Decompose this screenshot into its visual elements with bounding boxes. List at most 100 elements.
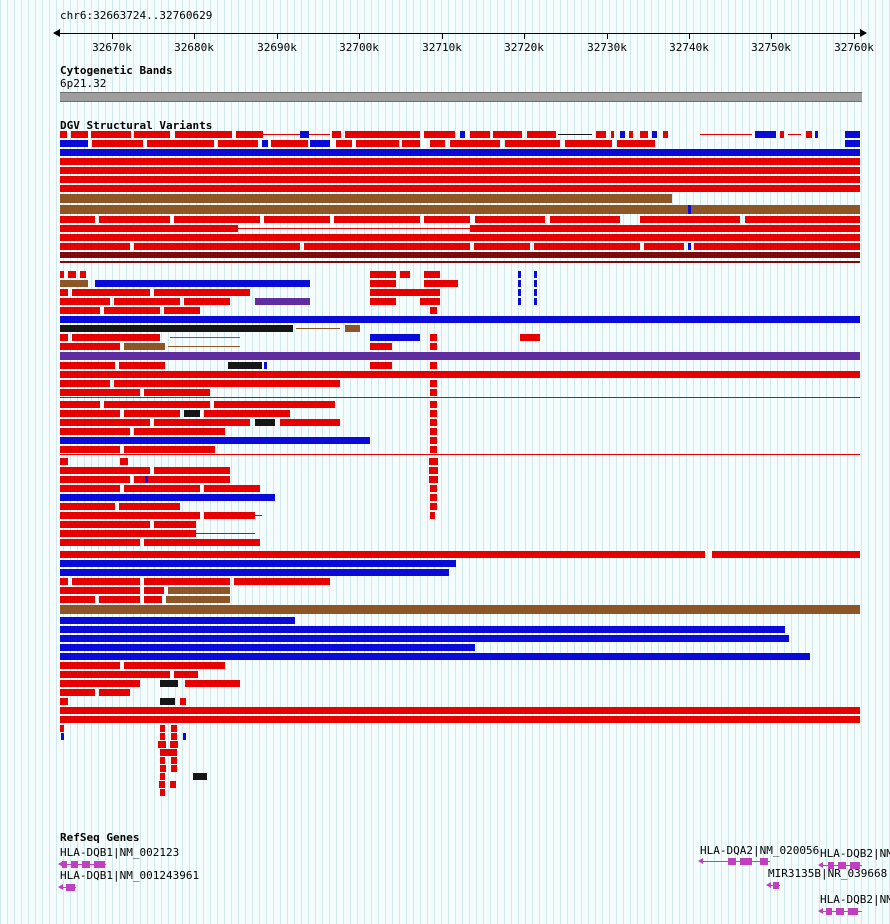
variant-bar[interactable] <box>60 167 860 174</box>
gene-glyph[interactable] <box>58 860 106 869</box>
variant-bar[interactable] <box>60 485 120 492</box>
variant-bar[interactable] <box>60 569 449 576</box>
variant-bar[interactable] <box>430 494 437 501</box>
variant-bar[interactable] <box>60 343 120 350</box>
variant-bar[interactable] <box>171 765 177 772</box>
variant-bar[interactable] <box>518 298 521 305</box>
variant-bar[interactable] <box>99 596 140 603</box>
variant-bar[interactable] <box>430 410 437 417</box>
variant-bar[interactable] <box>168 587 230 594</box>
variant-bar[interactable] <box>745 216 860 223</box>
variant-bar[interactable] <box>60 352 860 360</box>
variant-bar[interactable] <box>60 205 860 214</box>
variant-bar[interactable] <box>534 289 537 296</box>
variant-bar[interactable] <box>60 325 293 332</box>
variant-bar[interactable] <box>60 149 860 156</box>
variant-bar[interactable] <box>644 243 684 250</box>
variant-bar[interactable] <box>429 476 438 483</box>
variant-bar[interactable] <box>60 243 130 250</box>
variant-bar[interactable] <box>166 596 230 603</box>
variant-bar[interactable] <box>60 216 95 223</box>
variant-bar[interactable] <box>60 689 95 696</box>
variant-bar[interactable] <box>334 216 420 223</box>
variant-bar[interactable] <box>420 298 440 305</box>
variant-bar[interactable] <box>185 680 240 687</box>
variant-bar[interactable] <box>160 680 178 687</box>
variant-bar[interactable] <box>91 131 131 138</box>
variant-bar[interactable] <box>424 216 470 223</box>
variant-bar[interactable] <box>60 362 115 369</box>
variant-bar[interactable] <box>154 289 250 296</box>
variant-bar[interactable] <box>520 334 540 341</box>
variant-bar[interactable] <box>755 131 776 138</box>
variant-bar[interactable] <box>218 140 258 147</box>
variant-bar[interactable] <box>430 485 437 492</box>
variant-bar[interactable] <box>332 131 341 138</box>
variant-bar[interactable] <box>400 271 410 278</box>
variant-bar[interactable] <box>134 476 230 483</box>
variant-bar[interactable] <box>60 635 789 642</box>
variant-bar[interactable] <box>60 503 115 510</box>
variant-bar[interactable] <box>60 316 860 323</box>
variant-bar[interactable] <box>356 140 399 147</box>
variant-bar[interactable] <box>629 131 633 138</box>
variant-bar[interactable] <box>174 216 260 223</box>
variant-bar[interactable] <box>134 131 170 138</box>
variant-bar[interactable] <box>171 733 177 740</box>
variant-bar[interactable] <box>60 539 140 546</box>
variant-bar[interactable] <box>430 401 437 408</box>
variant-bar[interactable] <box>430 334 437 341</box>
variant-bar[interactable] <box>160 773 165 780</box>
variant-bar[interactable] <box>175 131 232 138</box>
variant-bar[interactable] <box>370 362 392 369</box>
variant-bar[interactable] <box>534 298 537 305</box>
variant-bar[interactable] <box>255 515 262 516</box>
variant-bar[interactable] <box>296 328 340 329</box>
variant-bar[interactable] <box>611 131 614 138</box>
variant-bar[interactable] <box>60 587 140 594</box>
variant-bar[interactable] <box>534 280 537 287</box>
variant-bar[interactable] <box>60 280 88 287</box>
variant-bar[interactable] <box>60 644 475 651</box>
variant-bar[interactable] <box>640 216 740 223</box>
variant-bar[interactable] <box>663 131 668 138</box>
variant-bar[interactable] <box>60 131 67 138</box>
variant-bar[interactable] <box>236 131 263 138</box>
variant-bar[interactable] <box>144 596 162 603</box>
variant-bar[interactable] <box>505 140 560 147</box>
variant-bar[interactable] <box>424 280 458 287</box>
variant-bar[interactable] <box>370 289 440 296</box>
variant-bar[interactable] <box>60 380 110 387</box>
variant-bar[interactable] <box>193 773 207 780</box>
variant-bar[interactable] <box>60 494 275 501</box>
variant-bar[interactable] <box>68 271 76 278</box>
variant-bar[interactable] <box>60 389 140 396</box>
variant-bar[interactable] <box>204 512 255 519</box>
variant-bar[interactable] <box>430 428 437 435</box>
variant-bar[interactable] <box>60 437 370 444</box>
variant-bar[interactable] <box>160 733 165 740</box>
variant-bar[interactable] <box>134 243 300 250</box>
variant-bar[interactable] <box>712 551 860 558</box>
variant-bar[interactable] <box>60 458 68 465</box>
variant-bar[interactable] <box>60 234 860 241</box>
variant-bar[interactable] <box>119 503 180 510</box>
variant-bar[interactable] <box>534 271 537 278</box>
variant-bar[interactable] <box>60 261 860 263</box>
variant-bar[interactable] <box>640 131 648 138</box>
variant-bar[interactable] <box>788 134 801 135</box>
variant-bar[interactable] <box>424 271 440 278</box>
variant-bar[interactable] <box>60 551 705 558</box>
variant-bar[interactable] <box>60 271 64 278</box>
variant-bar[interactable] <box>144 587 164 594</box>
variant-bar[interactable] <box>518 289 521 296</box>
variant-bar[interactable] <box>370 334 420 341</box>
variant-bar[interactable] <box>196 533 255 534</box>
variant-bar[interactable] <box>815 131 818 138</box>
variant-bar[interactable] <box>114 298 180 305</box>
variant-bar[interactable] <box>60 419 150 426</box>
variant-bar[interactable] <box>124 446 215 453</box>
variant-bar[interactable] <box>60 289 68 296</box>
gene-glyph[interactable] <box>58 883 76 892</box>
variant-bar[interactable] <box>60 707 860 714</box>
